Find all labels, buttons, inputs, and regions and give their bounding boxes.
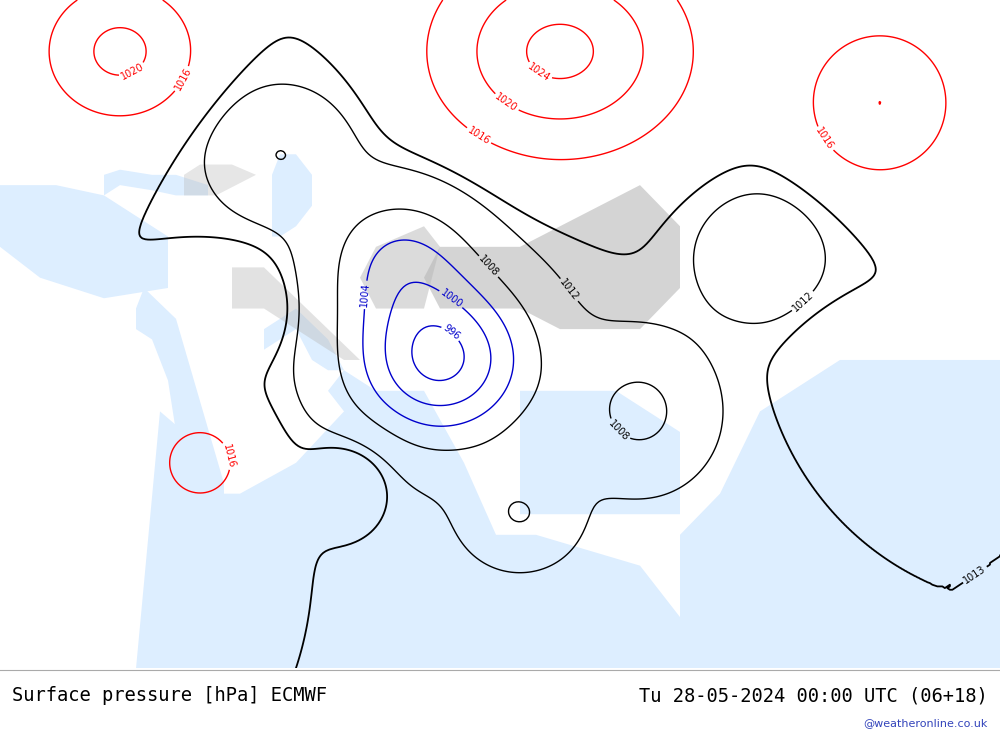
Text: 1016: 1016 bbox=[814, 126, 835, 152]
Text: 1012: 1012 bbox=[791, 290, 816, 314]
Polygon shape bbox=[520, 391, 680, 515]
Polygon shape bbox=[232, 268, 360, 360]
Text: 1004: 1004 bbox=[359, 282, 371, 307]
Polygon shape bbox=[424, 185, 680, 329]
Text: Tu 28-05-2024 00:00 UTC (06+18): Tu 28-05-2024 00:00 UTC (06+18) bbox=[639, 686, 988, 705]
Polygon shape bbox=[104, 170, 208, 196]
Text: 1008: 1008 bbox=[477, 254, 500, 279]
Polygon shape bbox=[0, 185, 168, 298]
Text: 1008: 1008 bbox=[606, 419, 630, 443]
Text: 1020: 1020 bbox=[493, 92, 519, 114]
Text: 1024: 1024 bbox=[526, 62, 552, 84]
Polygon shape bbox=[136, 288, 224, 504]
Polygon shape bbox=[328, 370, 376, 411]
Text: 1012: 1012 bbox=[558, 277, 581, 303]
Text: 1020: 1020 bbox=[120, 62, 146, 82]
Polygon shape bbox=[272, 154, 312, 237]
Polygon shape bbox=[680, 360, 1000, 668]
Text: 1016: 1016 bbox=[466, 125, 492, 147]
Text: Surface pressure [hPa] ECMWF: Surface pressure [hPa] ECMWF bbox=[12, 686, 327, 705]
Text: 996: 996 bbox=[441, 323, 461, 342]
Polygon shape bbox=[360, 226, 440, 309]
Polygon shape bbox=[184, 164, 256, 196]
Text: 1013: 1013 bbox=[962, 564, 988, 586]
Text: @weatheronline.co.uk: @weatheronline.co.uk bbox=[864, 718, 988, 728]
Polygon shape bbox=[0, 391, 1000, 668]
Text: 1016: 1016 bbox=[173, 66, 193, 92]
Text: 1016: 1016 bbox=[221, 443, 237, 469]
Polygon shape bbox=[264, 309, 344, 370]
Text: 1000: 1000 bbox=[438, 287, 464, 310]
